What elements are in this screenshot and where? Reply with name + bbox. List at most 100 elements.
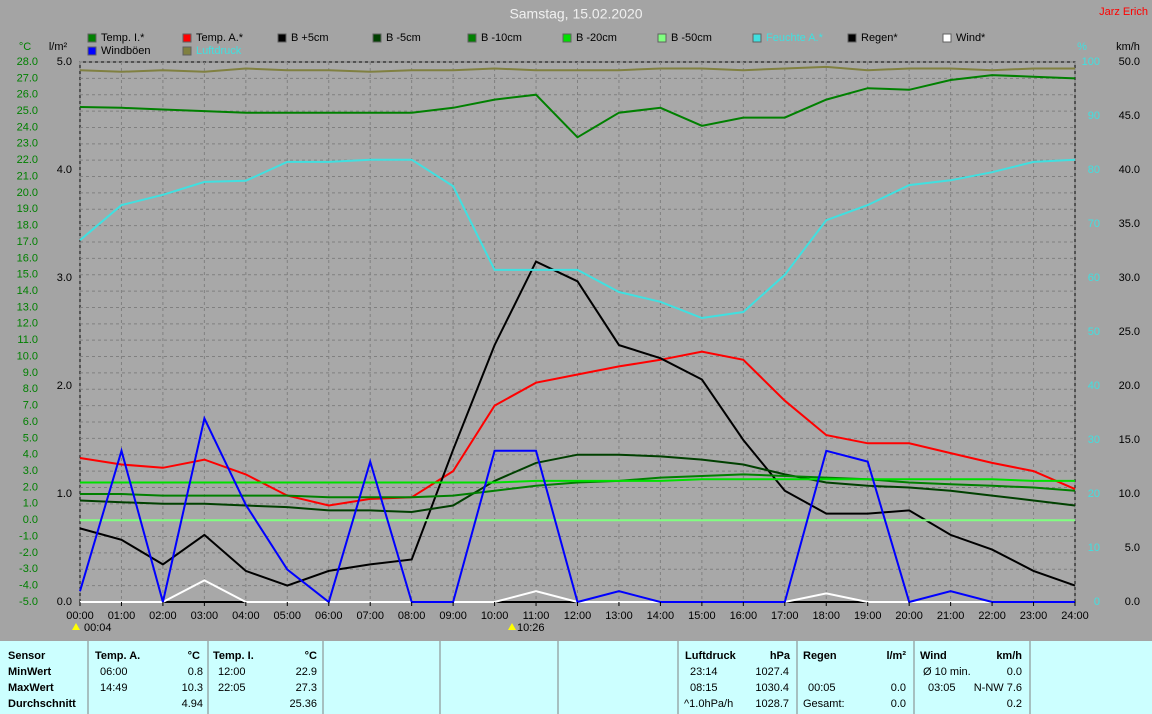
y3-tick-label: 45.0 — [1119, 110, 1140, 122]
x-tick-label: 06:00 — [315, 610, 343, 622]
y-tick-label: -1.0 — [19, 530, 38, 542]
legend-label: B +5cm — [291, 32, 329, 44]
legend-swatch — [752, 33, 762, 43]
row-label: Durchschnitt — [8, 698, 76, 710]
y2-tick-label: 10 — [1088, 542, 1100, 554]
cell: 22:05 — [218, 682, 246, 694]
cell: 0.0 — [891, 698, 906, 710]
cell: 4.94 — [182, 698, 203, 710]
cell: 0.0 — [891, 682, 906, 694]
x-tick-label: 12:00 — [564, 610, 592, 622]
y-tick-label: 7.0 — [23, 400, 38, 412]
y2-tick-label: 80 — [1088, 164, 1100, 176]
y3-axis-unit: km/h — [1116, 41, 1140, 53]
cell: Ø 10 min. — [923, 666, 971, 678]
col-unit: °C — [305, 650, 317, 662]
cell: 14:49 — [100, 682, 128, 694]
y2-tick-label: 50 — [1088, 326, 1100, 338]
y-tick-label: 26.0 — [17, 89, 38, 101]
y4-axis-unit: l/m² — [49, 41, 68, 53]
series-line — [80, 473, 1076, 499]
cell: 1027.4 — [755, 666, 789, 678]
event-icon — [508, 623, 516, 630]
legend-swatch — [87, 46, 97, 56]
legend-label: Temp. A.* — [196, 32, 244, 44]
y3-tick-label: 15.0 — [1119, 434, 1140, 446]
y-tick-label: 12.0 — [17, 318, 38, 330]
legend-swatch — [182, 46, 192, 56]
col-unit: l/m² — [886, 650, 906, 662]
x-tick-label: 08:00 — [398, 610, 426, 622]
x-tick-label: 05:00 — [274, 610, 302, 622]
y3-tick-label: 5.0 — [1125, 542, 1140, 554]
cell: 0.8 — [188, 666, 203, 678]
x-tick-label: 04:00 — [232, 610, 260, 622]
y-tick-label: 14.0 — [17, 285, 38, 297]
x-tick-label: 16:00 — [730, 610, 758, 622]
legend-label: B -10cm — [481, 32, 522, 44]
y-tick-label: 23.0 — [17, 138, 38, 150]
cell: 10.3 — [182, 682, 203, 694]
legend-label: Feuchte A.* — [766, 32, 824, 44]
col-title: Regen — [803, 650, 837, 662]
stats-text: Sensor MinWert MaxWert Durchschnitt Temp… — [8, 650, 1022, 710]
y3-tick-label: 20.0 — [1119, 380, 1140, 392]
legend-label: Temp. I.* — [101, 32, 145, 44]
x-tick-label: 20:00 — [895, 610, 923, 622]
y3-tick-label: 35.0 — [1119, 218, 1140, 230]
y-tick-label: 6.0 — [23, 416, 38, 428]
y-tick-label: 16.0 — [17, 252, 38, 264]
x-tick-label: 15:00 — [688, 610, 716, 622]
cell: 25.36 — [289, 698, 317, 710]
x-tick-label: 11:00 — [523, 610, 550, 622]
cell: 00:05 — [808, 682, 836, 694]
x-tick-label: 00:00 — [66, 610, 94, 622]
cell: 23:14 — [690, 666, 718, 678]
y-tick-label: -2.0 — [19, 547, 38, 559]
series-line — [79, 350, 1076, 507]
y-tick-label: 5.0 — [23, 432, 38, 444]
chart-title: Samstag, 15.02.2020 — [509, 6, 642, 22]
cell: 27.3 — [296, 682, 317, 694]
y3-tick-label: 40.0 — [1119, 164, 1140, 176]
y4-tick-label: 0.0 — [57, 596, 72, 608]
y-tick-label: 22.0 — [17, 154, 38, 166]
series-line — [80, 478, 1075, 484]
cell: 1030.4 — [755, 682, 789, 694]
y-tick-label: -3.0 — [19, 563, 38, 575]
y-tick-label: 11.0 — [17, 334, 38, 346]
y2-tick-label: 60 — [1088, 272, 1100, 284]
cell: 1028.7 — [755, 698, 789, 710]
y4-tick-label: 1.0 — [57, 488, 72, 500]
x-tick-label: 21:00 — [937, 610, 965, 622]
y-axis-unit: °C — [19, 41, 31, 53]
legend-label: B -50cm — [671, 32, 712, 44]
legend-swatch — [182, 33, 192, 43]
series-line — [79, 158, 1076, 320]
cell: 0.0 — [1007, 666, 1022, 678]
col-title: Temp. A. — [95, 650, 140, 662]
series-line — [79, 260, 1076, 587]
legend-label: Regen* — [861, 32, 898, 44]
x-tick-label: 24:00 — [1061, 610, 1089, 622]
cell: 03:05 — [928, 682, 956, 694]
annotation: 10:26 — [517, 622, 545, 634]
x-tick-label: 03:00 — [191, 610, 219, 622]
legend-label: Luftdruck — [196, 45, 242, 57]
stats-table — [0, 641, 1152, 714]
x-tick-label: 07:00 — [356, 610, 384, 622]
x-tick-label: 19:00 — [854, 610, 882, 622]
y2-tick-label: 90 — [1088, 110, 1100, 122]
cell: N-NW 7.6 — [974, 682, 1022, 694]
y-tick-label: 13.0 — [17, 301, 38, 313]
table-dividers — [87, 641, 1031, 714]
legend-swatch — [467, 33, 477, 43]
col-unit: hPa — [770, 650, 791, 662]
y3-tick-label: 10.0 — [1119, 488, 1140, 500]
y-tick-label: 27.0 — [17, 72, 38, 84]
y-tick-label: 20.0 — [17, 187, 38, 199]
y-tick-label: 17.0 — [17, 236, 38, 248]
x-tick-label: 22:00 — [978, 610, 1006, 622]
series-line — [79, 74, 1076, 139]
